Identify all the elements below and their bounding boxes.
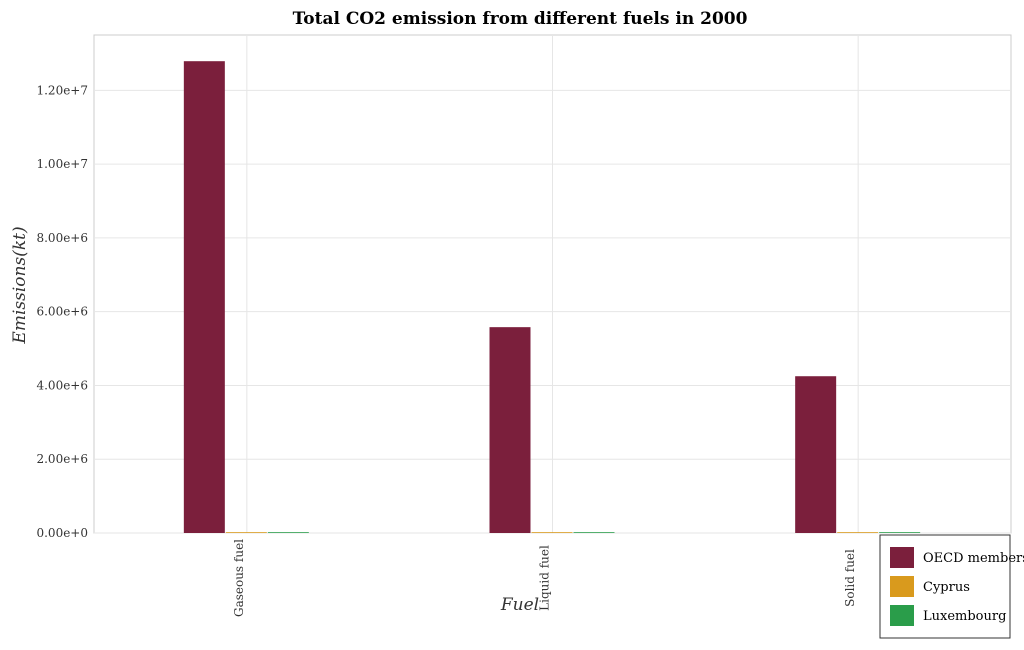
- x-axis: Gaseous fuel Liquid fuel Solid fuel: [232, 539, 857, 617]
- y-tick-label: 2.00e+6: [36, 452, 88, 466]
- x-tick-label: Liquid fuel: [538, 545, 552, 611]
- y-tick-label: 8.00e+6: [36, 231, 88, 245]
- x-axis-title: Fuel: [500, 595, 539, 615]
- legend-label: Cyprus: [923, 580, 970, 595]
- x-tick-label: Solid fuel: [843, 549, 857, 607]
- y-axis-title: Emissions(kt): [10, 226, 30, 344]
- bar-oecd-members: [795, 376, 837, 533]
- x-tick-label: Gaseous fuel: [232, 539, 246, 617]
- y-tick-label: 1.00e+7: [36, 157, 88, 171]
- bar-cyprus: [225, 532, 267, 533]
- legend-swatch: [890, 547, 914, 568]
- y-tick-label: 1.20e+7: [36, 83, 88, 97]
- y-axis: 0.00e+0 2.00e+6 4.00e+6 6.00e+6 8.00e+6 1.00e…: [36, 83, 88, 540]
- legend-label: Luxembourg: [923, 609, 1006, 624]
- y-tick-label: 4.00e+6: [36, 378, 88, 392]
- legend-swatch: [890, 605, 914, 626]
- y-tick-label: 6.00e+6: [36, 305, 88, 319]
- chart-title: Total CO2 emission from different fuels …: [293, 9, 748, 29]
- legend: OECD members Cyprus Luxembourg: [879, 534, 1024, 639]
- legend-label: OECD members: [923, 551, 1024, 566]
- bar-cyprus: [837, 532, 879, 533]
- bar-oecd-members: [489, 327, 531, 533]
- y-tick-label: 0.00e+0: [36, 526, 88, 540]
- bar-luxembourg: [573, 532, 615, 533]
- bar-luxembourg: [267, 532, 309, 533]
- legend-swatch: [890, 576, 914, 597]
- bar-cyprus: [531, 532, 573, 533]
- bar-luxembourg: [879, 532, 921, 533]
- plot-area: [93, 34, 1012, 534]
- bar-oecd-members: [183, 61, 225, 534]
